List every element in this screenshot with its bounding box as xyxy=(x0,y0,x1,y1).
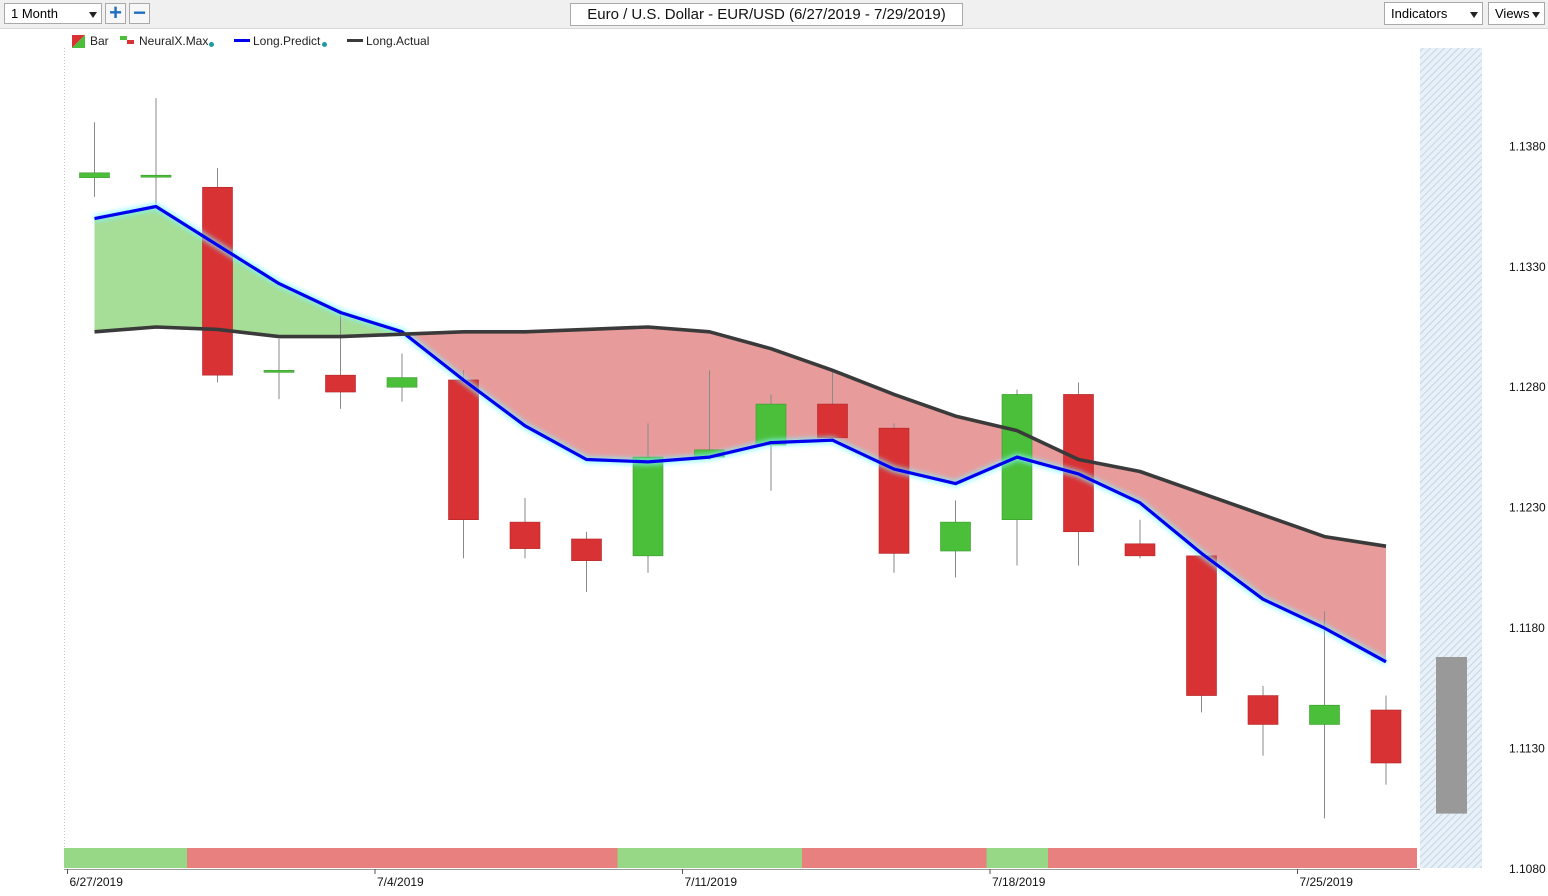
predict-dot-icon xyxy=(322,42,327,47)
toolbar: 1 Month + − Euro / U.S. Dollar - EUR/USD… xyxy=(0,0,1548,29)
candle-down xyxy=(448,379,479,521)
candle-down xyxy=(1186,555,1217,696)
spread-fill-down xyxy=(404,327,1386,662)
indicators-menu[interactable]: Indicators xyxy=(1384,2,1483,25)
tick-labels: 1.1130 1.1180 1.1230 1.1280 1.1330 1.1380 1.10… xyxy=(67,139,1546,889)
x-tick-label: 6/27/2019 xyxy=(70,875,124,889)
y-tick-label: 1.1380 xyxy=(1509,139,1546,153)
views-menu[interactable]: Views xyxy=(1488,2,1545,25)
neuralx-band-down xyxy=(187,848,618,868)
zoom-out-button[interactable]: − xyxy=(129,0,150,25)
predict-line-icon xyxy=(234,39,250,42)
candle-down xyxy=(202,186,233,376)
candle-up xyxy=(755,403,787,446)
neuralx-band-up xyxy=(986,848,1048,868)
x-tick-label: 7/4/2019 xyxy=(377,875,424,889)
candle-down xyxy=(817,403,848,439)
candle-up xyxy=(140,174,172,178)
candle-down xyxy=(1124,543,1156,557)
y-tick-label: 1.1080 xyxy=(1509,862,1546,876)
spread-fill-up xyxy=(94,206,405,337)
candle-up xyxy=(263,370,295,373)
candle-wicks xyxy=(94,98,1387,819)
axes xyxy=(64,48,1420,870)
y-tick-label: 1.1130 xyxy=(1509,742,1545,756)
y-tick-label: 1.1330 xyxy=(1509,260,1546,274)
candle-up xyxy=(386,377,418,388)
candle-down xyxy=(1247,695,1279,725)
legend-neuralx-label: NeuralX.Max xyxy=(139,34,209,48)
candle-up xyxy=(940,521,971,552)
actual-line-icon xyxy=(347,39,363,42)
y-tick-label: 1.1230 xyxy=(1509,501,1546,515)
neuralx-band-down xyxy=(802,848,987,868)
indicators-label: Indicators xyxy=(1391,6,1448,21)
x-tick-label: 7/25/2019 xyxy=(1300,875,1354,889)
minus-icon: − xyxy=(133,0,146,25)
candle-down xyxy=(571,538,602,561)
chevron-down-icon xyxy=(89,12,97,18)
candle-up xyxy=(694,449,725,458)
period-select[interactable]: 1 Month xyxy=(4,3,102,24)
zoom-in-button[interactable]: + xyxy=(105,0,126,25)
period-select-label: 1 Month xyxy=(11,6,58,21)
legend-long-actual-label: Long.Actual xyxy=(366,34,430,48)
x-tick-label: 7/18/2019 xyxy=(992,875,1046,889)
long-predict-glow xyxy=(93,202,1388,665)
legend-long-predict-label: Long.Predict xyxy=(253,34,321,48)
chevron-down-icon xyxy=(1470,12,1478,18)
candle-down xyxy=(509,521,541,549)
y-tick-label: 1.1180 xyxy=(1509,621,1545,635)
chevron-down-icon xyxy=(1532,12,1540,18)
neuralx-legend-icon xyxy=(120,36,134,44)
future-region xyxy=(1420,48,1482,868)
chart-title: Euro / U.S. Dollar - EUR/USD (6/27/2019 … xyxy=(570,3,963,26)
long-predict-line xyxy=(94,204,1387,664)
y-tick-label: 1.1280 xyxy=(1509,380,1546,394)
neuralx-band-up xyxy=(64,848,187,868)
neuralx-band-down xyxy=(1048,848,1417,868)
legend-bar-label: Bar xyxy=(90,34,109,48)
spread-fill xyxy=(94,206,1386,662)
candle-up xyxy=(1309,704,1340,725)
candle-up xyxy=(79,172,110,178)
candle-down xyxy=(1370,709,1402,764)
plus-icon: + xyxy=(109,0,122,25)
bar-legend-icon xyxy=(72,35,85,48)
neuralx-dot-icon xyxy=(209,42,214,47)
neuralx-band xyxy=(64,848,1417,868)
views-label: Views xyxy=(1495,6,1530,21)
candle-bodies xyxy=(79,172,1402,764)
long-actual-line xyxy=(94,325,1387,548)
candle-up xyxy=(1001,394,1033,521)
neuralx-band-up xyxy=(617,848,802,868)
series-lines xyxy=(93,202,1388,665)
candle-down xyxy=(1063,394,1094,533)
candle-up xyxy=(632,456,664,557)
candle-down xyxy=(325,374,356,393)
future-hatch xyxy=(1420,48,1482,868)
future-bar xyxy=(1436,657,1467,814)
candle-down xyxy=(878,427,910,554)
x-tick-label: 7/11/2019 xyxy=(685,875,738,889)
